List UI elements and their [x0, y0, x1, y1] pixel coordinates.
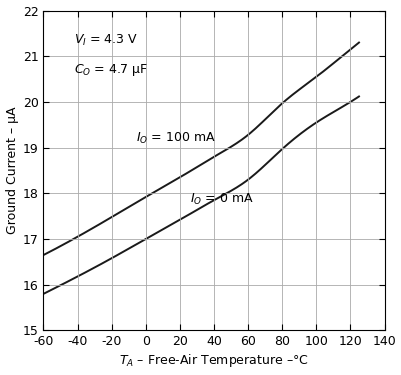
Text: $V_I$ = 4.3 V: $V_I$ = 4.3 V [74, 33, 138, 48]
Text: $I_O$ = 100 mA: $I_O$ = 100 mA [135, 131, 215, 146]
Text: $I_O$ = 0 mA: $I_O$ = 0 mA [190, 192, 253, 207]
Text: $C_O$ = 4.7 μF: $C_O$ = 4.7 μF [74, 62, 148, 78]
Y-axis label: Ground Current – μA: Ground Current – μA [6, 107, 18, 234]
X-axis label: $T_A$ – Free-Air Temperature –°C: $T_A$ – Free-Air Temperature –°C [119, 352, 308, 369]
